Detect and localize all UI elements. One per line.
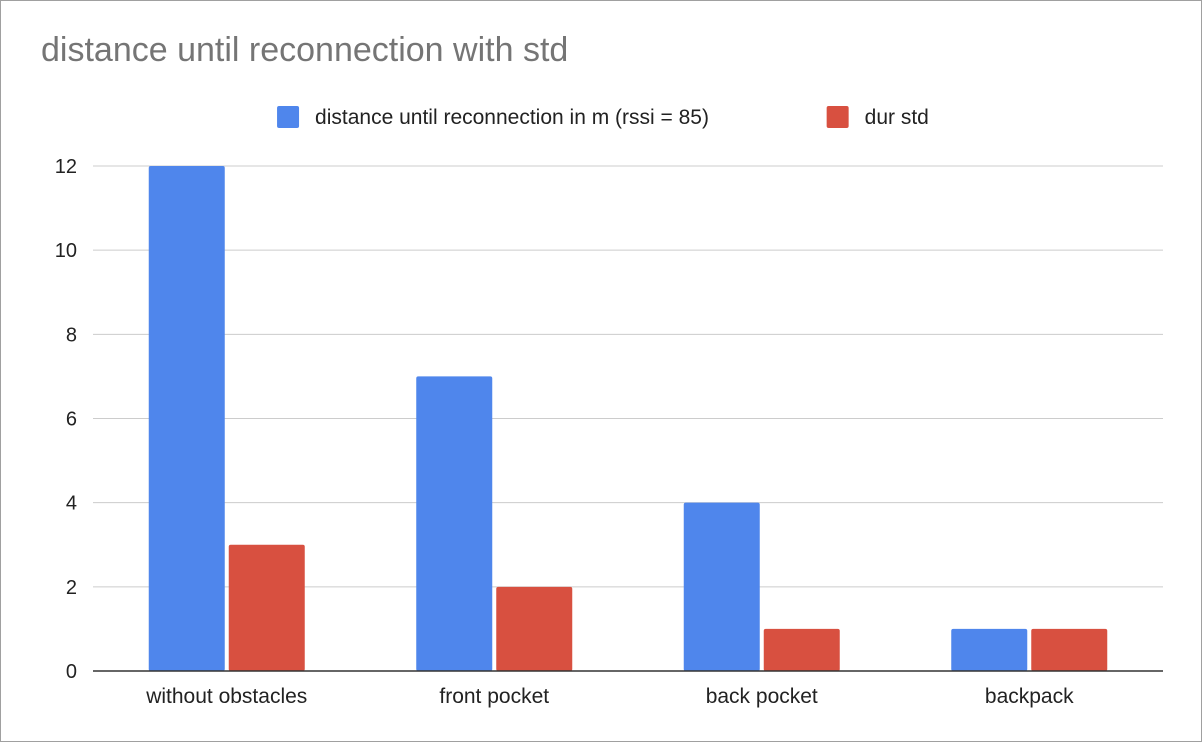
bar: [683, 502, 760, 671]
x-tick-label: front pocket: [439, 685, 549, 708]
y-tick-label: 8: [66, 324, 77, 346]
bar: [1031, 628, 1108, 671]
legend-swatch: [277, 106, 300, 128]
chart-title: distance until reconnection with std: [41, 31, 569, 69]
bar: [763, 628, 840, 671]
x-tick-label: back pocket: [706, 685, 818, 708]
x-tick-label: without obstacles: [145, 685, 307, 708]
legend-label: dur std: [865, 106, 929, 129]
legend-swatch: [826, 106, 849, 128]
x-tick-label: backpack: [985, 685, 1074, 708]
bar: [148, 166, 225, 671]
bar: [228, 544, 305, 671]
y-tick-label: 0: [66, 661, 77, 683]
y-tick-label: 10: [55, 240, 77, 262]
y-tick-label: 12: [55, 156, 77, 178]
y-tick-label: 6: [66, 409, 77, 431]
y-tick-label: 2: [66, 577, 77, 599]
bar: [951, 628, 1028, 671]
y-tick-label: 4: [66, 493, 77, 515]
bar: [416, 376, 493, 671]
legend-label: distance until reconnection in m (rssi =…: [315, 106, 709, 129]
bar: [496, 586, 573, 671]
